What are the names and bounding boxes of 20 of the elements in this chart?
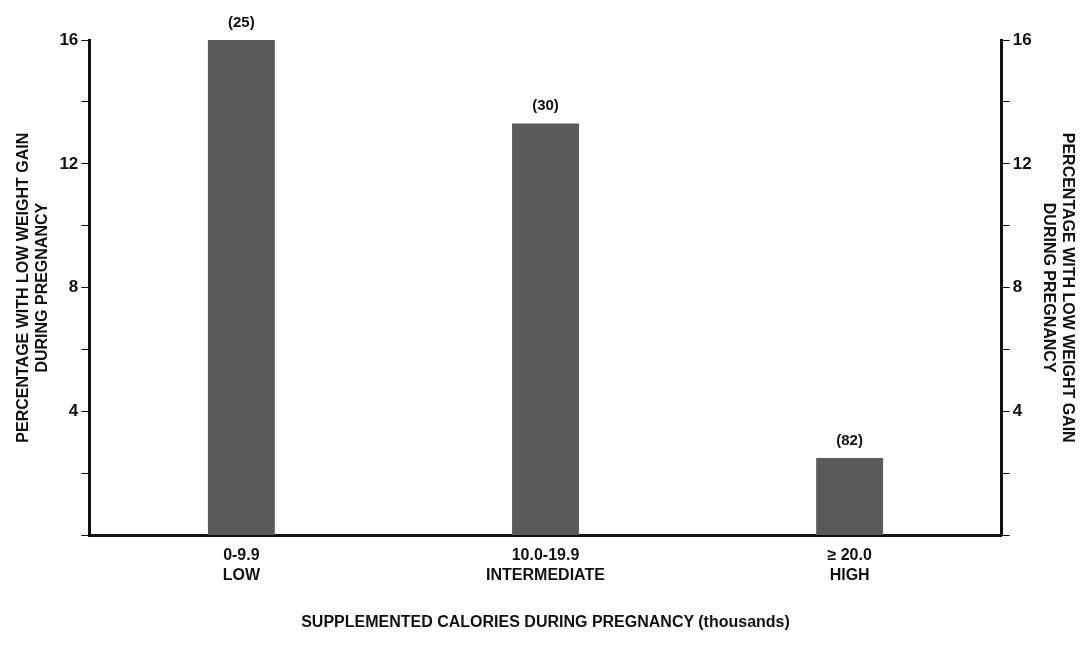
y-tick-label: 12 bbox=[59, 153, 79, 173]
y2-tick-label: 12 bbox=[1012, 153, 1032, 173]
annotation: (25) bbox=[228, 12, 255, 30]
bar bbox=[816, 457, 884, 535]
y2-axis-title: PERCENTAGE WITH LOW WEIGHT GAIN DURING PREGNANCY bbox=[1040, 132, 1077, 443]
y-tick-label: 16 bbox=[59, 29, 79, 49]
annotation: (82) bbox=[836, 430, 863, 448]
y-tick-label: 8 bbox=[68, 277, 79, 297]
bar bbox=[207, 40, 275, 535]
bar bbox=[512, 123, 579, 535]
x-tick-label: 10.0-19.9 INTERMEDIATE bbox=[486, 546, 606, 583]
y2-tick-label: 4 bbox=[1012, 401, 1023, 421]
y2-tick-label: 16 bbox=[1012, 29, 1032, 49]
y2-tick-label: 8 bbox=[1012, 277, 1023, 297]
x-axis-title: SUPPLEMENTED CALORIES DURING PREGNANCY (thousands) bbox=[301, 612, 790, 630]
annotation: (30) bbox=[532, 96, 559, 114]
x-tick-label: 0-9.9 LOW bbox=[222, 546, 261, 583]
y-axis-title: PERCENTAGE WITH LOW WEIGHT GAIN DURING PREGNANCY bbox=[14, 132, 51, 443]
y-tick-label: 4 bbox=[68, 401, 79, 421]
x-tick-label: ≥ 20.0 HIGH bbox=[827, 546, 872, 583]
